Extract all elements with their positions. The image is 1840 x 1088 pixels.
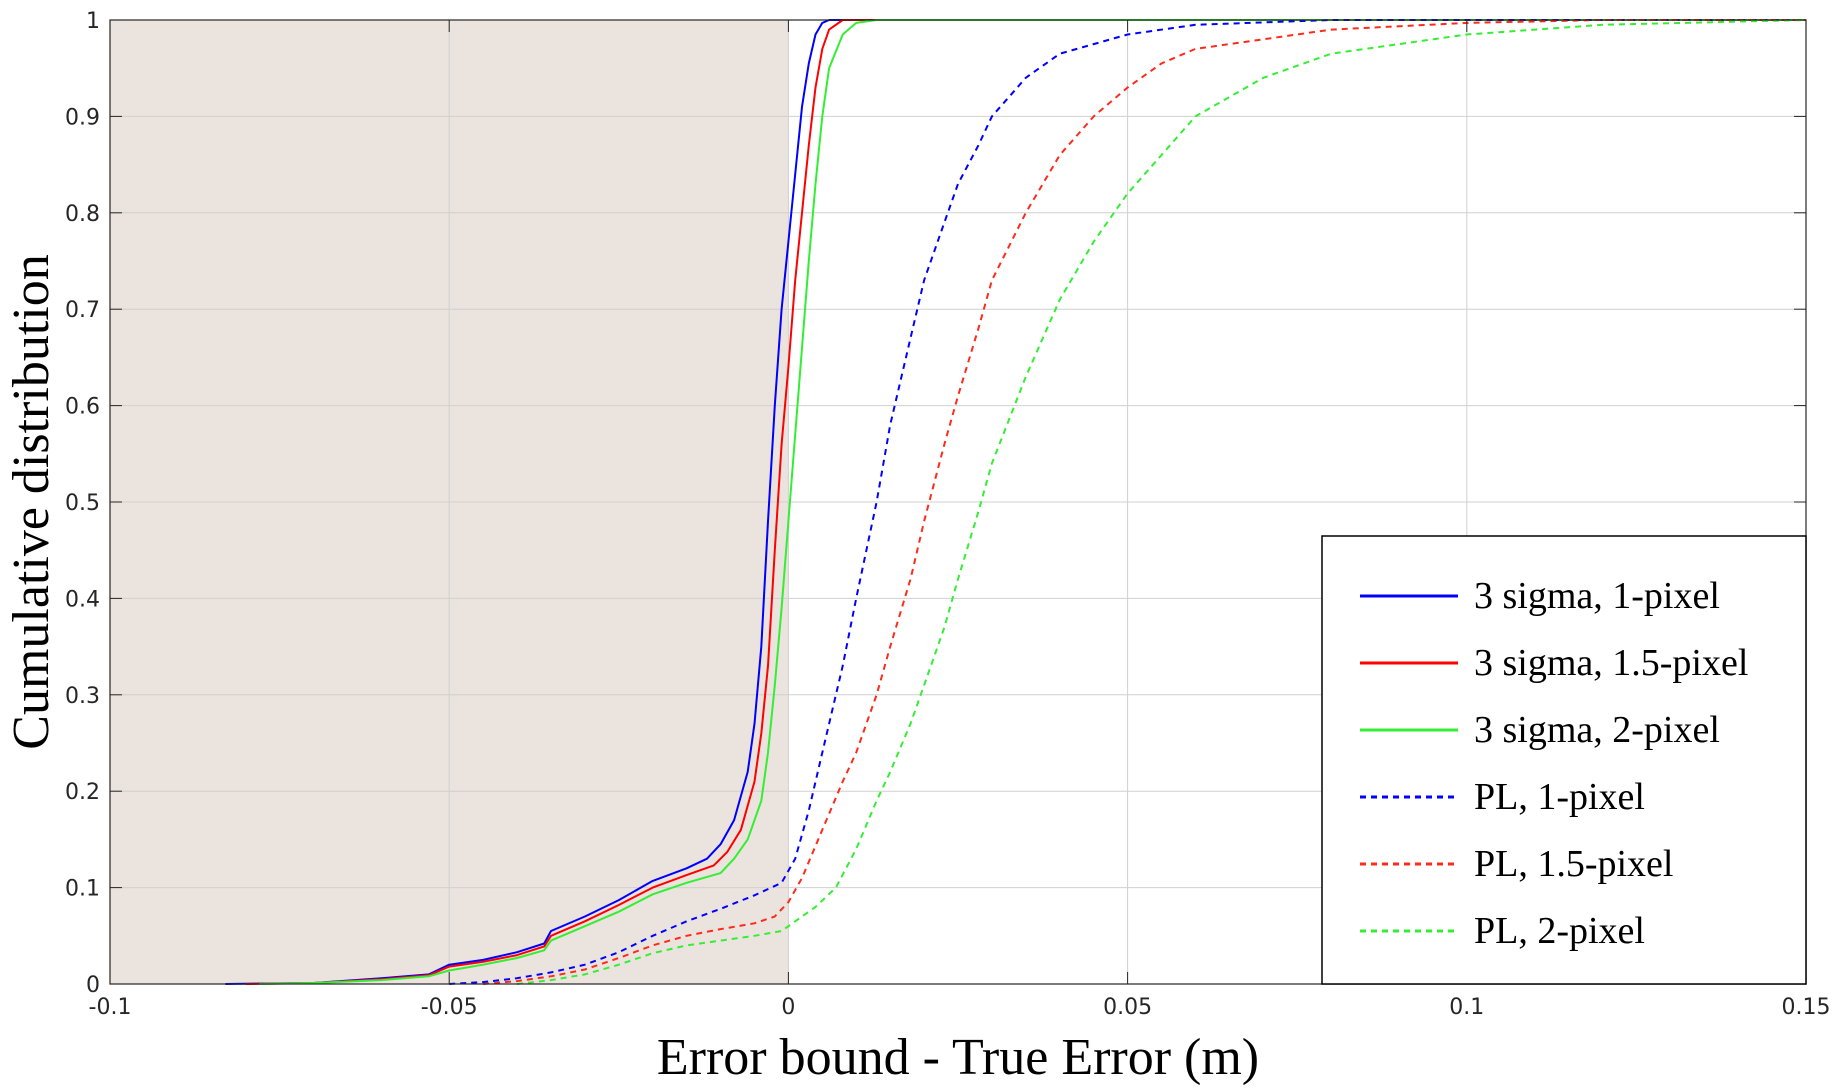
legend-label-6: PL, 2-pixel — [1474, 910, 1645, 952]
legend: 3 sigma, 1-pixel 3 sigma, 1.5-pixel 3 sigm… — [1321, 535, 1807, 985]
series-line-4 — [449, 19, 1806, 985]
y-tick-label: 0.6 — [65, 395, 100, 420]
series-line-5 — [483, 19, 1806, 985]
x-tick-label: -0.1 — [89, 995, 132, 1020]
y-tick-label: 0.8 — [65, 202, 100, 227]
legend-label-4: PL, 1-pixel — [1474, 776, 1645, 818]
series-line-3 — [259, 19, 1806, 985]
legend-box — [1321, 535, 1807, 985]
y-tick-label: 0.1 — [65, 877, 100, 902]
y-tick-label: 0.3 — [65, 684, 100, 709]
series-layer — [225, 19, 1807, 985]
x-tick-label: -0.05 — [421, 995, 478, 1020]
series-line-2 — [245, 19, 1806, 985]
x-tick-label: 0.05 — [1103, 995, 1152, 1020]
x-tick-label: 0 — [781, 995, 795, 1020]
x-tick-label: 0.15 — [1782, 995, 1831, 1020]
y-tick-label: 0.9 — [65, 105, 100, 130]
legend-label-5: PL, 1.5-pixel — [1474, 843, 1673, 885]
legend-label-3: 3 sigma, 2-pixel — [1474, 709, 1720, 751]
axis-ticks: -0.1 -0.05 0 0.05 0.1 0.15 0 0.1 0.2 0.3 0.4 0.5 0.6… — [65, 9, 1830, 1020]
x-axis-label: Error bound - True Error (m) — [657, 1029, 1259, 1086]
legend-label-1: 3 sigma, 1-pixel — [1474, 575, 1720, 617]
x-tick-label: 0.1 — [1449, 995, 1484, 1020]
series-line-1 — [225, 19, 1806, 985]
y-tick-label: 1 — [86, 9, 100, 34]
y-axis-label: Cumulative distribution — [3, 254, 60, 749]
y-tick-label: 0 — [86, 973, 100, 998]
y-tick-label: 0.5 — [65, 491, 100, 516]
series-line-6 — [516, 19, 1807, 985]
legend-label-2: 3 sigma, 1.5-pixel — [1474, 642, 1748, 684]
y-tick-label: 0.2 — [65, 780, 100, 805]
y-tick-label: 0.4 — [65, 587, 100, 612]
y-tick-label: 0.7 — [65, 298, 100, 323]
